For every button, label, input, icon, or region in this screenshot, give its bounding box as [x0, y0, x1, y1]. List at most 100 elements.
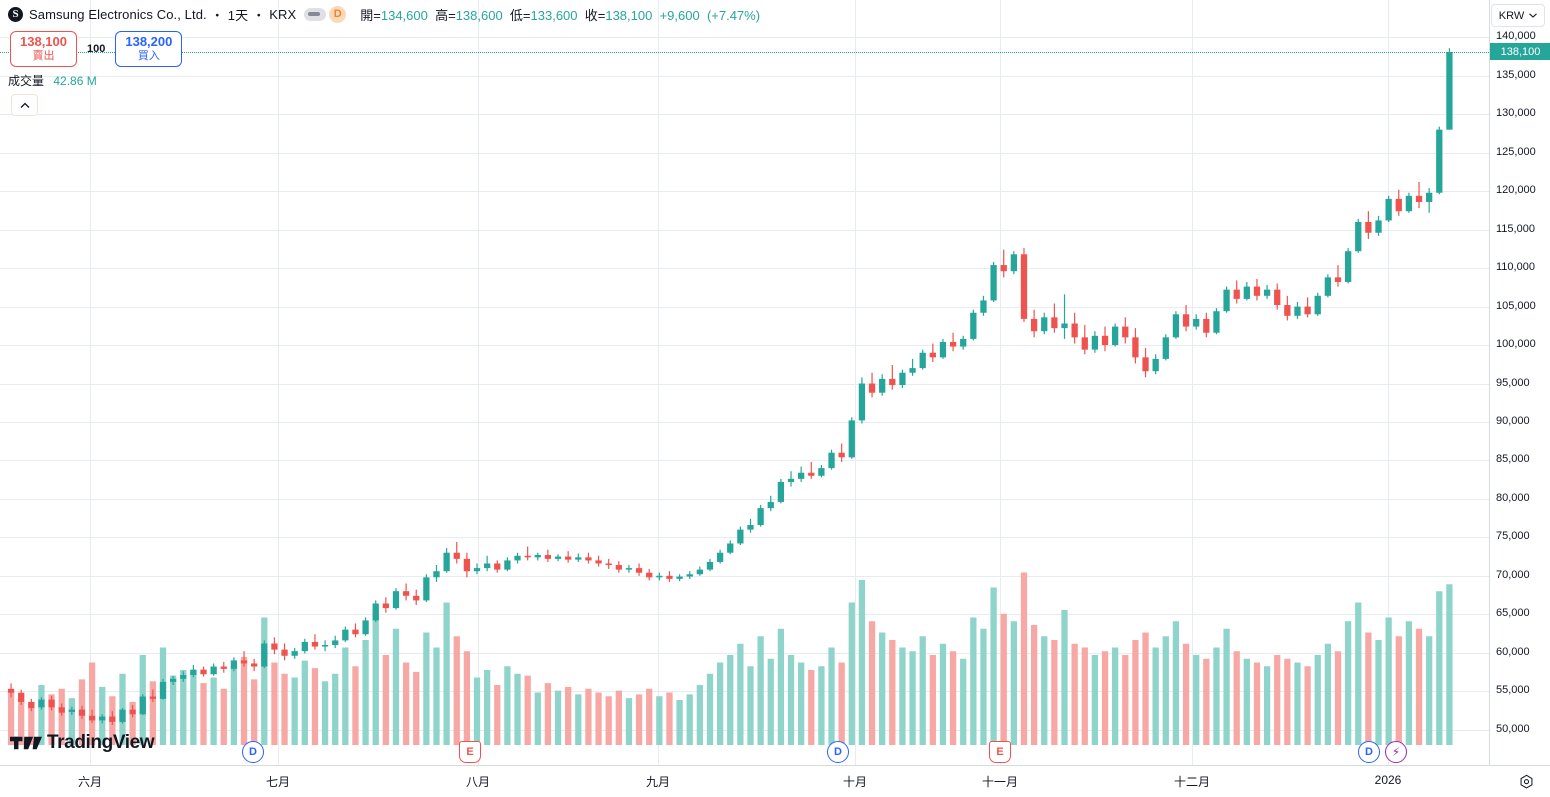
dividend-marker[interactable]: D	[827, 741, 849, 763]
dividend-marker[interactable]: D	[242, 741, 264, 763]
gridline-horizontal	[0, 575, 1489, 577]
gridline-horizontal	[0, 691, 1489, 693]
high-label: 高=	[435, 7, 456, 23]
symbol-name[interactable]: Samsung Electronics Co., Ltd.	[29, 6, 207, 22]
price-scale[interactable]: KRW 140,000 135,000 130,000 125,000 120,000 1…	[1489, 0, 1550, 765]
tradingview-logo: TradingView	[10, 732, 155, 754]
gridline-horizontal	[0, 152, 1489, 154]
change-value: +9,600	[659, 7, 700, 23]
time-tick: 八月	[465, 775, 491, 789]
interval-label[interactable]: 1天	[227, 7, 249, 23]
chart-legend: S Samsung Electronics Co., Ltd. ・ 1天 ・ K…	[8, 4, 760, 24]
price-tick: 55,000	[1496, 684, 1530, 697]
tradingview-wordmark: TradingView	[47, 732, 155, 753]
gridline-horizontal	[0, 191, 1489, 193]
volume-value: 42.86 M	[53, 74, 97, 88]
high-value: 138,600	[455, 7, 503, 23]
series-visibility-toggle[interactable]	[304, 7, 327, 21]
change-percent: (+7.47%)	[706, 7, 761, 23]
earnings-marker[interactable]: E	[459, 741, 481, 763]
gridline-horizontal	[0, 614, 1489, 616]
gridline-horizontal	[0, 268, 1489, 270]
gridline-vertical	[658, 0, 659, 765]
chart-gridlines	[0, 0, 1489, 765]
split-marker[interactable]: ⚡	[1385, 741, 1407, 763]
sell-quote-badge[interactable]: 138,100 賣出	[10, 31, 77, 67]
earnings-marker[interactable]: E	[989, 741, 1011, 763]
gridline-vertical	[1192, 0, 1193, 765]
price-tick: 90,000	[1496, 414, 1530, 427]
time-tick: 十月	[842, 775, 868, 789]
close-value: 138,100	[605, 7, 653, 23]
gridline-horizontal	[0, 729, 1489, 731]
buy-label: 買入	[137, 49, 160, 62]
gridline-horizontal	[0, 537, 1489, 539]
price-tick: 65,000	[1496, 607, 1530, 620]
currency-selector[interactable]: KRW	[1491, 4, 1545, 27]
chart-plot-area[interactable]	[0, 0, 1489, 765]
open-value: 134,600	[380, 7, 428, 23]
gridline-horizontal	[0, 652, 1489, 654]
samsung-logo-icon: S	[8, 6, 23, 22]
gridline-horizontal	[0, 229, 1489, 231]
volume-legend: 成交量 42.86 M	[8, 72, 97, 89]
time-tick: 2026	[1374, 773, 1402, 787]
gridline-vertical	[1000, 0, 1001, 765]
price-tick: 95,000	[1496, 376, 1530, 389]
interval-badge[interactable]: D	[329, 5, 347, 23]
gridline-horizontal	[0, 306, 1489, 308]
currency-label: KRW	[1498, 9, 1525, 22]
low-label: 低=	[509, 7, 531, 23]
time-tick: 九月	[645, 775, 671, 789]
buy-price: 138,200	[125, 34, 173, 49]
price-tick: 125,000	[1496, 145, 1536, 158]
gridline-horizontal	[0, 75, 1489, 77]
legend-separator: ・	[210, 7, 224, 23]
gridline-horizontal	[0, 345, 1489, 347]
gridline-vertical	[278, 0, 279, 765]
volume-title[interactable]: 成交量	[8, 74, 45, 88]
chevron-up-icon[interactable]	[11, 94, 38, 116]
gridline-vertical	[855, 0, 856, 765]
sell-label: 賣出	[32, 49, 55, 62]
time-scale[interactable]: 六月 七月 八月 九月 十月 十一月 十二月 2026	[0, 765, 1550, 797]
price-tick: 60,000	[1496, 645, 1530, 658]
dividend-marker[interactable]: D	[1358, 741, 1380, 763]
current-price-line	[0, 51, 1489, 53]
gridline-vertical	[1388, 0, 1389, 765]
price-tick: 85,000	[1496, 453, 1530, 466]
gear-icon[interactable]	[1516, 772, 1536, 792]
time-tick: 六月	[77, 775, 103, 789]
gridline-horizontal	[0, 421, 1489, 423]
price-tick: 140,000	[1496, 30, 1536, 43]
gridline-horizontal	[0, 114, 1489, 116]
tradingview-mark-icon	[10, 736, 42, 750]
price-tick: 70,000	[1496, 568, 1530, 581]
price-tick: 75,000	[1496, 530, 1530, 543]
gridline-vertical	[90, 0, 91, 765]
quote-size: 100	[87, 42, 106, 55]
candlestick-series	[7, 48, 1453, 746]
legend-separator: ・	[252, 7, 266, 23]
quote-badges: 138,100 賣出 100 138,200 買入	[10, 31, 183, 67]
price-tick: 80,000	[1496, 491, 1530, 504]
ohlc-values: 開=134,600 高=138,600 低=133,600 收=138,100 …	[360, 5, 760, 24]
gridline-vertical	[478, 0, 479, 765]
price-tick: 105,000	[1496, 299, 1536, 312]
gridline-horizontal	[0, 37, 1489, 39]
gridline-horizontal	[0, 498, 1489, 500]
price-tick: 115,000	[1496, 222, 1535, 235]
time-tick: 十二月	[1173, 775, 1211, 789]
price-tick: 110,000	[1496, 261, 1535, 274]
gridline-horizontal	[0, 460, 1489, 462]
buy-quote-badge[interactable]: 138,200 買入	[115, 31, 183, 67]
exchange-label[interactable]: KRX	[269, 6, 297, 22]
price-tick: 135,000	[1496, 68, 1536, 81]
chevron-down-icon	[1529, 13, 1538, 18]
time-tick: 七月	[265, 775, 291, 789]
close-label: 收=	[584, 7, 606, 23]
price-tick: 130,000	[1496, 107, 1536, 120]
price-tick: 100,000	[1496, 338, 1536, 351]
price-tick: 120,000	[1496, 184, 1536, 197]
